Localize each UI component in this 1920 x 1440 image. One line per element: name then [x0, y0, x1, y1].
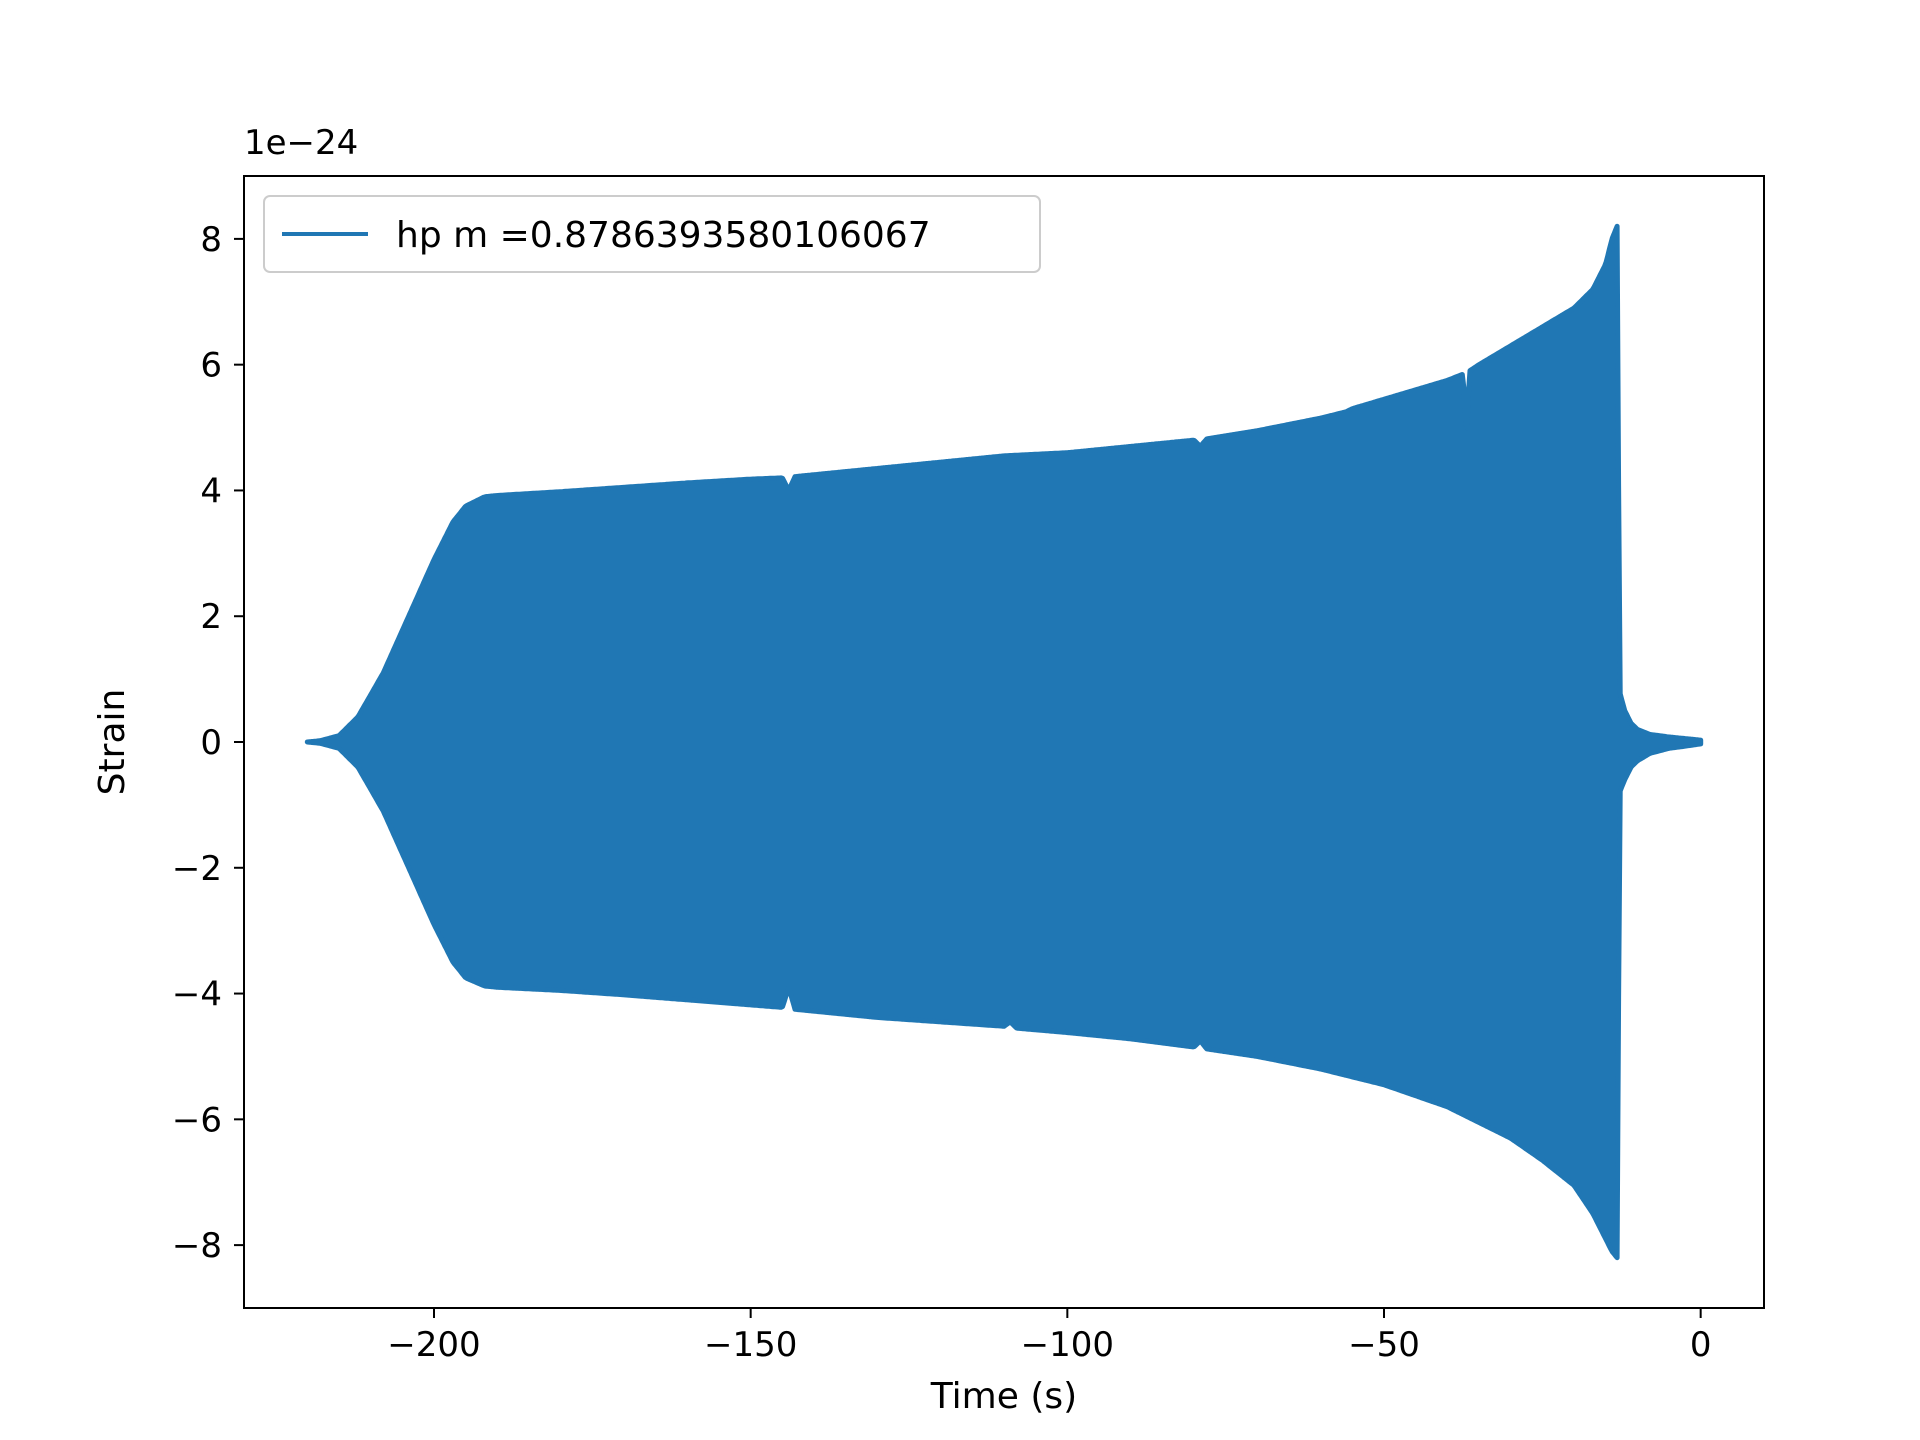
- y-tick-label: 0: [200, 723, 222, 763]
- y-tick-label: −2: [172, 849, 222, 889]
- x-axis-label: Time (s): [930, 1376, 1077, 1417]
- plot-area: [304, 223, 1704, 1261]
- legend-box: [263, 195, 1041, 273]
- x-tick-label: −150: [704, 1325, 797, 1365]
- y-tick-label: 6: [200, 346, 222, 386]
- legend: hp m =0.8786393580106067: [263, 195, 1041, 273]
- y-tick-label: −6: [172, 1100, 222, 1140]
- y-offset-text: 1e−24: [244, 123, 358, 163]
- series-0-waveform: [304, 223, 1704, 1261]
- y-axis-label: Strain: [92, 689, 133, 796]
- x-axis: −200 −150 −100 −50 0: [387, 1308, 1711, 1365]
- y-tick-label: −8: [172, 1226, 222, 1266]
- y-tick-label: −4: [172, 975, 222, 1015]
- legend-entry: hp m =0.8786393580106067: [396, 215, 931, 256]
- x-tick-label: −100: [1021, 1325, 1114, 1365]
- y-tick-label: 8: [200, 220, 222, 260]
- x-tick-label: −200: [387, 1325, 480, 1365]
- y-tick-label: 2: [200, 597, 222, 637]
- x-tick-label: −50: [1348, 1325, 1420, 1365]
- x-tick-label: 0: [1690, 1325, 1712, 1365]
- y-tick-label: 4: [200, 471, 222, 511]
- y-axis: −8 −6 −4 −2 0 2 4 6 8: [172, 220, 244, 1266]
